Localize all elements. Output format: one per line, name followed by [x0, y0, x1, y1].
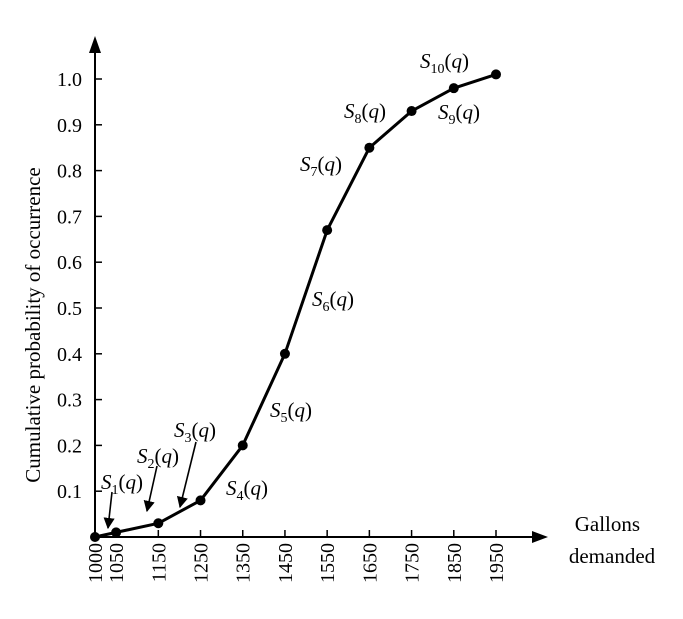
segment-label: S4(q)	[226, 476, 268, 504]
x-tick-label: 1450	[275, 543, 297, 583]
data-point	[322, 225, 333, 236]
y-tick-label: 0.2	[57, 435, 82, 457]
segment-label-arrow	[103, 491, 115, 530]
data-point	[279, 348, 290, 359]
segment-label: S7(q)	[300, 152, 342, 180]
segment-label: S2(q)	[137, 444, 179, 472]
series	[90, 69, 501, 542]
segment-label: S8(q)	[344, 99, 386, 127]
data-point	[90, 532, 100, 542]
y-axis-arrowhead	[89, 36, 101, 53]
segment-label: S9(q)	[438, 100, 480, 128]
y-tick-label: 0.7	[57, 206, 82, 228]
x-tick-label: 1150	[148, 543, 170, 582]
y-tick-label: 0.3	[57, 390, 82, 412]
x-tick-label: 1950	[486, 543, 508, 583]
y-tick-label: 0.9	[57, 115, 82, 137]
y-tick-label: 0.4	[57, 344, 82, 366]
segment-label: S6(q)	[312, 287, 354, 315]
x-tick-label: 1650	[359, 543, 381, 583]
y-tick-label: 0.8	[57, 161, 82, 183]
x-tick-label: 1250	[191, 543, 213, 583]
data-point	[237, 440, 248, 451]
data-point	[153, 518, 164, 529]
segment-label: S5(q)	[270, 398, 312, 426]
ticks: 0.1 0.2 0.3 0.4 0.5 0.6 0.7 0.8 0.9 1.0 1000 1050 11…	[57, 69, 508, 583]
data-point	[111, 527, 122, 538]
x-tick-label: 1000	[85, 543, 107, 583]
x-axis-title-line-2: demanded	[569, 544, 656, 568]
annotations: S1(q)S2(q)S3(q) S4(q) S5(q) S6(q) S7(q)S8(q)…	[101, 49, 480, 530]
data-point	[491, 69, 501, 80]
axes	[89, 36, 548, 543]
x-tick-label: 1550	[317, 543, 339, 583]
x-tick-label: 1050	[106, 543, 128, 583]
x-axis-title: Gallons demanded	[569, 512, 656, 568]
x-tick-label: 1850	[444, 543, 466, 583]
x-tick-label: 1750	[402, 543, 424, 583]
segment-label-arrow	[176, 441, 197, 509]
x-tick-label: 1350	[233, 543, 255, 583]
data-point	[406, 106, 417, 117]
x-axis-arrowhead	[532, 531, 548, 543]
data-point	[448, 83, 459, 94]
segment-label-arrow	[143, 465, 158, 513]
segment-label: S1(q)	[101, 470, 143, 498]
y-tick-label: 0.6	[57, 252, 82, 274]
y-tick-label: 0.1	[57, 481, 82, 503]
data-point	[195, 495, 206, 506]
segment-label: S3(q)	[174, 418, 216, 446]
data-point	[364, 142, 375, 153]
y-tick-label: 1.0	[57, 69, 82, 91]
segment-label: S10(q)	[420, 49, 469, 77]
y-tick-label: 0.5	[57, 298, 82, 320]
y-axis-title: Cumulative probability of occurrence	[21, 167, 45, 482]
x-axis-title-line-1: Gallons	[575, 512, 640, 536]
